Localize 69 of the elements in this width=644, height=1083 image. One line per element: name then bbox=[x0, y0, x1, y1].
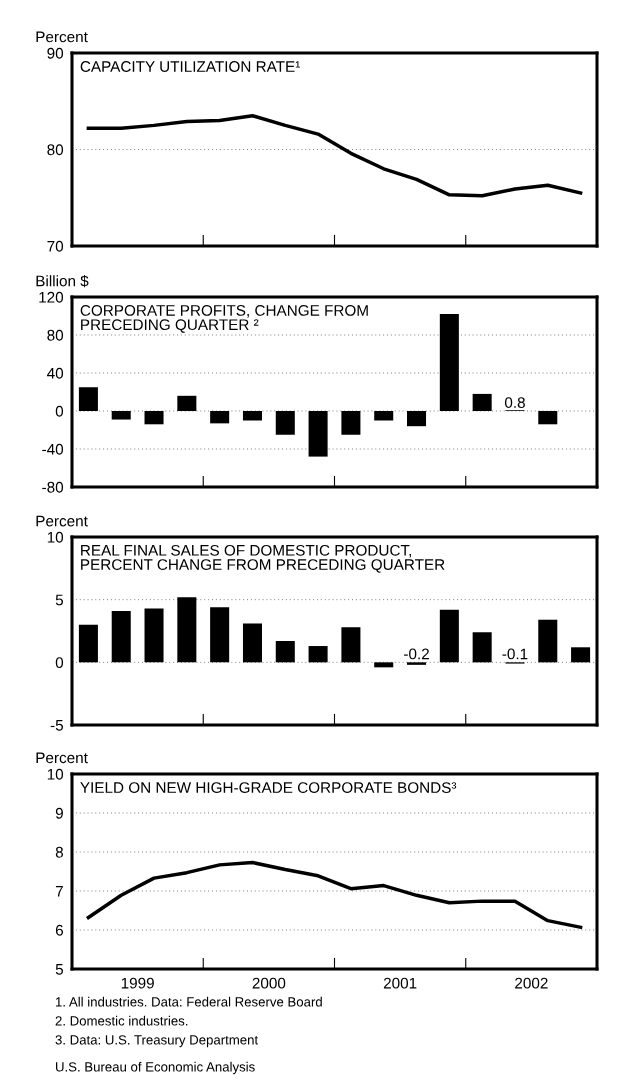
bar bbox=[407, 662, 427, 665]
x-tick-label: 2002 bbox=[515, 977, 548, 989]
bar bbox=[242, 623, 262, 663]
y-axis-title: Billion $ bbox=[36, 274, 89, 288]
y-tick-label: 10 bbox=[47, 768, 64, 780]
bar bbox=[407, 411, 427, 427]
bar bbox=[538, 619, 558, 663]
y-tick-label: 0 bbox=[55, 657, 64, 669]
y-tick-label: -40 bbox=[42, 443, 64, 455]
bar bbox=[210, 607, 230, 663]
bar bbox=[144, 608, 164, 663]
y-tick-label: -5 bbox=[50, 720, 64, 731]
text: -0.1 bbox=[502, 648, 528, 660]
y-axis-title: Percent bbox=[36, 31, 88, 43]
y-tick-label: 6 bbox=[55, 924, 63, 936]
text: 0.8 bbox=[504, 397, 525, 408]
text: -0.2 bbox=[404, 648, 429, 660]
x-tick-label: 2000 bbox=[252, 977, 286, 989]
bar bbox=[439, 609, 459, 663]
bar bbox=[177, 597, 197, 663]
bar bbox=[472, 393, 492, 411]
y-tick-label: 7 bbox=[55, 886, 63, 897]
text: CORPORATE PROFITS, CHANGE FROM PRECEDING QUARTER ² bbox=[80, 305, 368, 333]
y-tick-label: 5 bbox=[55, 594, 64, 606]
bar bbox=[374, 411, 394, 421]
bar bbox=[242, 411, 262, 421]
bar bbox=[374, 662, 394, 668]
bar bbox=[144, 411, 164, 425]
text: 2. Domestic industries. bbox=[55, 1015, 188, 1026]
bar bbox=[571, 647, 591, 663]
x-tick-label: 2001 bbox=[383, 977, 417, 989]
x-tick-label: 1999 bbox=[121, 977, 154, 989]
line-series bbox=[86, 113, 583, 198]
y-tick-label: 40 bbox=[47, 367, 64, 379]
y-tick-label: 10 bbox=[47, 531, 64, 543]
bar bbox=[341, 627, 361, 663]
y-tick-label: 70 bbox=[47, 240, 64, 252]
y-tick-label: 90 bbox=[47, 47, 64, 59]
bar bbox=[538, 411, 558, 425]
y-tick-label: 9 bbox=[55, 807, 63, 819]
bar bbox=[78, 624, 98, 663]
bar bbox=[472, 632, 492, 663]
bar bbox=[439, 314, 459, 411]
y-tick-label: 8 bbox=[55, 846, 63, 858]
bar bbox=[275, 411, 295, 435]
bar bbox=[308, 411, 328, 457]
line-series bbox=[86, 860, 583, 930]
bar bbox=[308, 646, 328, 663]
y-tick-label: 120 bbox=[39, 291, 64, 303]
text: REAL FINAL SALES OF DOMESTIC PRODUCT, PERCENT CHANGE FROM PRECEDING QUARTER bbox=[81, 544, 445, 573]
text: 3. Data: U.S. Treasury Department bbox=[55, 1035, 259, 1048]
bar bbox=[78, 387, 98, 411]
y-tick-label: -80 bbox=[42, 481, 64, 493]
y-tick-label: 80 bbox=[47, 144, 64, 156]
y-tick-label: 80 bbox=[47, 329, 64, 341]
y-axis-title: Percent bbox=[36, 752, 88, 764]
y-tick-label: 0 bbox=[55, 405, 64, 417]
chart-title: CAPACITY UTILIZATION RATE¹ bbox=[80, 61, 300, 72]
bar bbox=[210, 411, 230, 424]
text: U.S. Bureau of Economic Analysis bbox=[56, 1061, 255, 1075]
y-tick-label: 5 bbox=[55, 964, 64, 975]
bar bbox=[341, 411, 361, 435]
bar bbox=[111, 411, 131, 420]
bar bbox=[177, 395, 197, 411]
y-axis-title: Percent bbox=[36, 515, 88, 527]
chart-title: YIELD ON NEW HIGH-GRADE CORPORATE BONDS³ bbox=[80, 782, 457, 794]
bar bbox=[275, 641, 295, 663]
text: 1. All industries. Data: Federal Reserve Board bbox=[56, 996, 322, 1007]
bar bbox=[111, 610, 131, 663]
